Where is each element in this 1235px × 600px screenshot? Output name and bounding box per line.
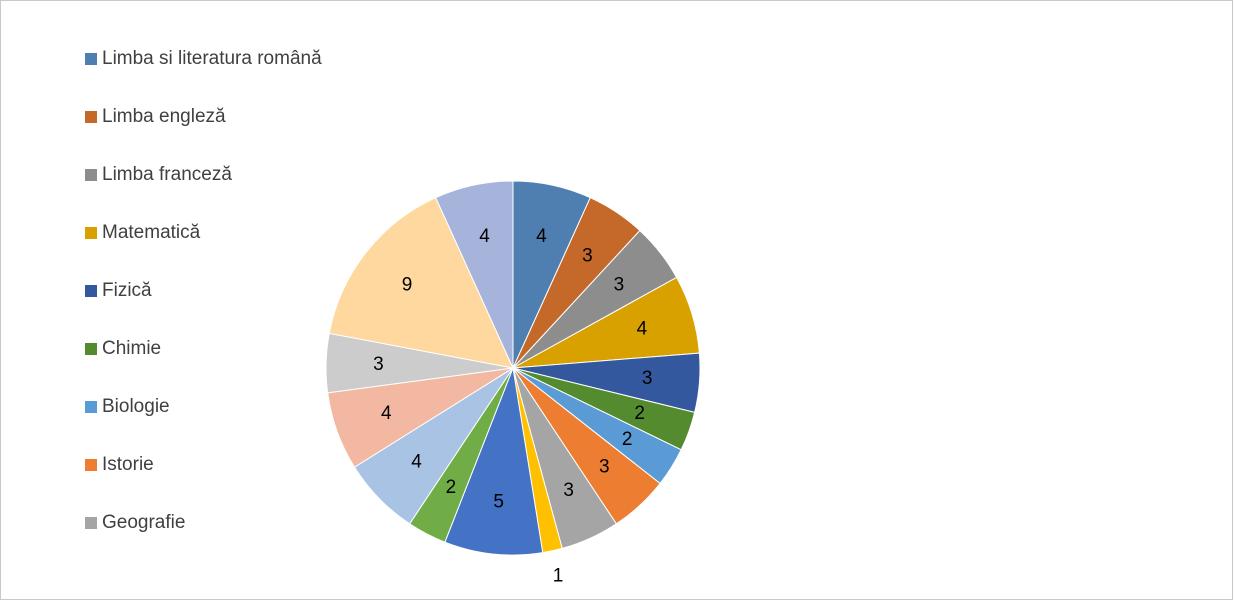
pie-slice xyxy=(435,180,514,369)
legend-label: Matematică xyxy=(102,222,201,243)
slice-value-label: 4 xyxy=(381,403,392,424)
legend-item: Fizică xyxy=(85,262,322,320)
legend-swatch xyxy=(85,343,97,355)
slice-value-label: 3 xyxy=(599,456,610,477)
legend-item: Geografie xyxy=(85,494,322,552)
legend-swatch xyxy=(85,285,97,297)
legend-label: Geografie xyxy=(102,512,186,533)
legend-label: Limba si literatura română xyxy=(102,48,322,69)
legend: Limba si literatura română Limba engleză L… xyxy=(85,48,322,552)
pie-slice xyxy=(328,197,514,369)
legend-label: Limba franceză xyxy=(102,164,232,185)
slice-value-label: 3 xyxy=(563,480,574,501)
legend-item: Limba franceză xyxy=(85,146,322,204)
legend-item: Istorie xyxy=(85,436,322,494)
slice-value-label: 3 xyxy=(642,368,653,389)
slice-value-label: 3 xyxy=(614,274,625,295)
legend-swatch xyxy=(85,227,97,239)
slice-value-label: 3 xyxy=(582,245,593,266)
legend-item: Limba engleză xyxy=(85,88,322,146)
slice-value-label: 2 xyxy=(634,403,645,424)
legend-swatch xyxy=(85,111,97,123)
legend-item: Biologie xyxy=(85,378,322,436)
legend-item: Chimie xyxy=(85,320,322,378)
legend-label: Limba engleză xyxy=(102,106,226,127)
legend-label: Fizică xyxy=(102,280,152,301)
legend-swatch xyxy=(85,169,97,181)
legend-swatch xyxy=(85,53,97,65)
legend-label: Chimie xyxy=(102,338,162,359)
slice-value-label: 9 xyxy=(402,274,413,295)
legend-item: Matematică xyxy=(85,204,322,262)
legend-label: Istorie xyxy=(102,454,154,475)
slice-value-label: 4 xyxy=(479,226,490,247)
legend-swatch xyxy=(85,401,97,413)
slice-value-label: 2 xyxy=(446,477,457,498)
pie-slice xyxy=(444,366,544,556)
slice-value-label: 3 xyxy=(373,354,384,375)
legend-swatch xyxy=(85,517,97,529)
legend-item: Limba si literatura română xyxy=(85,30,322,88)
slice-value-label: 4 xyxy=(536,226,547,247)
slice-value-label: 2 xyxy=(622,429,633,450)
slice-value-label: 4 xyxy=(411,451,422,472)
slice-value-label: 5 xyxy=(493,491,504,512)
legend-swatch xyxy=(85,459,97,471)
slice-value-label: 4 xyxy=(637,319,648,340)
slice-value-label: 1 xyxy=(553,566,564,583)
legend-label: Biologie xyxy=(102,396,170,417)
